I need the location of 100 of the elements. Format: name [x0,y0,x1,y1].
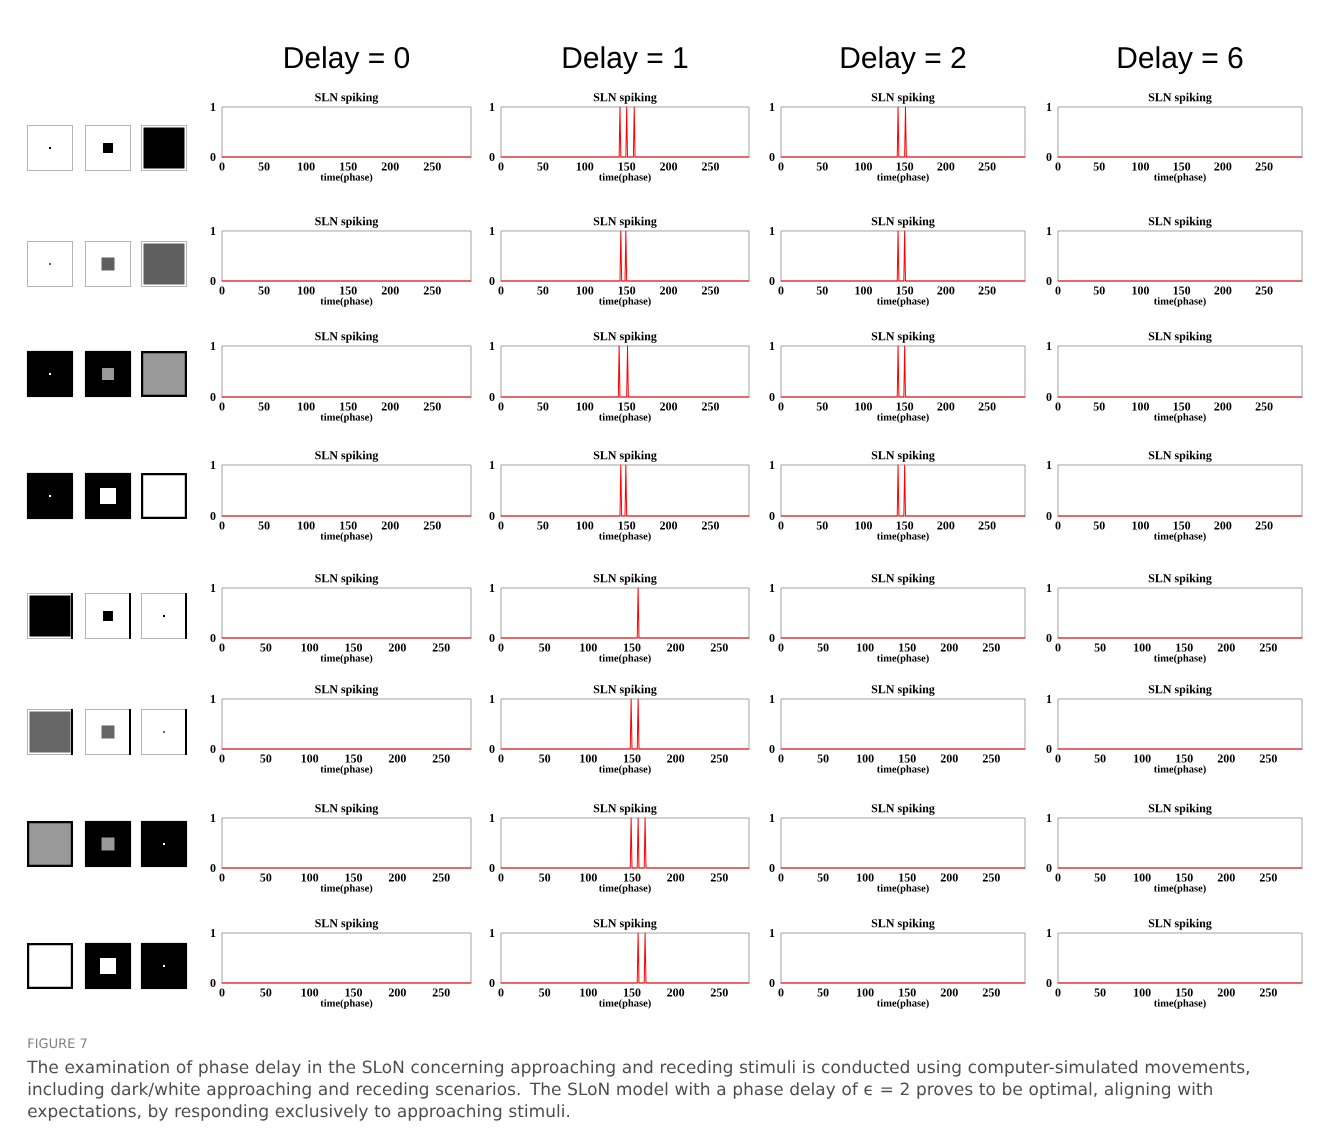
text: Delay = 0 [285,46,410,75]
chart-title: SLN spiking [593,216,657,228]
x-tick-label: 50 [260,643,272,652]
x-axis-title: time(phase) [598,999,651,1009]
x-tick-label: 50 [258,521,270,530]
y-tick-label: 1 [1046,227,1052,235]
x-tick-label: 250 [1255,521,1273,530]
x-tick-label: 150 [899,873,916,882]
x-tick-label: 0 [219,988,225,997]
x-axis-title: time(phase) [598,413,651,423]
x-tick-label: 50 [1093,162,1105,171]
x-tick-label: 250 [1259,873,1277,882]
x-tick-label: 250 [982,988,1000,997]
x-tick-label: 150 [340,521,357,530]
x-tick-label: 50 [537,521,549,530]
y-tick-label: 0 [489,511,495,521]
x-tick-label: 100 [1132,402,1149,411]
chart-title: SLN spiking [871,803,935,815]
x-tick-label: 100 [298,402,315,411]
x-tick-label: 150 [618,521,636,530]
chart-title: SLN spiking [315,216,379,228]
x-tick-label: 100 [580,988,597,997]
x-tick-label: 100 [857,873,874,882]
x-tick-label: 250 [978,162,996,171]
x-tick-label: 0 [498,402,504,411]
x-tick-label: 100 [1132,162,1149,171]
chart-title: SLN spiking [871,684,935,696]
y-tick-label: 0 [489,392,495,402]
x-tick-label: 50 [539,643,551,652]
x-tick-label: 50 [1093,521,1105,530]
x-axis-title: time(phase) [876,999,929,1009]
x-tick-label: 150 [618,402,636,411]
x-tick-label: 200 [381,286,399,295]
x-tick-label: 200 [1214,402,1232,411]
y-tick-label: 0 [769,744,775,754]
x-tick-label: 250 [1259,988,1277,997]
x-tick-label: 0 [1055,521,1061,530]
x-tick-label: 250 [982,873,1000,882]
x-axis-title: time(phase) [320,884,373,894]
x-tick-label: 200 [667,754,685,763]
x-tick-label: 0 [778,521,784,530]
x-tick-label: 0 [1055,286,1061,295]
x-tick-label: 250 [701,402,719,411]
x-tick-label: 150 [899,988,916,997]
x-axis-title: time(phase) [876,765,929,775]
x-tick-label: 250 [1255,402,1273,411]
x-tick-label: 200 [381,521,399,530]
x-tick-label: 50 [537,162,549,171]
x-axis-title: time(phase) [598,884,651,894]
x-tick-label: 100 [1134,988,1151,997]
x-tick-label: 200 [1217,754,1235,763]
x-tick-label: 150 [1173,286,1191,295]
text: The examination of phase delay in the SLoN concerning approaching and receding stimuli is conducted using computer-simulated movements, including dark/white approaching and receding scenarios. The SLoN model with a phase delay of ϵ = 2 proves to be optimal, aligning with expectations, by responding exclusively to approaching stimuli. [27,1060,1249,1121]
y-tick-label: 1 [210,584,216,592]
x-tick-label: 0 [1055,162,1061,171]
x-tick-label: 100 [1132,286,1149,295]
x-tick-label: 250 [423,521,441,530]
x-tick-label: 200 [940,754,958,763]
x-tick-label: 0 [219,643,225,652]
x-tick-label: 150 [345,873,363,882]
y-tick-label: 1 [1046,461,1052,469]
x-tick-label: 200 [1214,162,1232,171]
x-tick-label: 200 [388,873,406,882]
x-tick-label: 250 [978,286,996,295]
y-tick-label: 1 [769,227,775,235]
chart-title: SLN spiking [593,803,657,815]
x-tick-label: 150 [340,402,357,411]
x-tick-label: 250 [1259,754,1277,763]
x-tick-label: 100 [301,643,319,652]
y-tick-label: 0 [489,152,495,162]
x-tick-label: 250 [978,402,996,411]
x-tick-label: 0 [498,754,504,763]
x-tick-label: 200 [660,521,678,530]
x-tick-label: 0 [498,643,504,652]
y-tick-label: 1 [489,103,495,111]
x-axis-title: time(phase) [320,999,373,1009]
y-tick-label: 0 [210,511,216,521]
y-tick-label: 1 [210,103,216,111]
x-tick-label: 150 [345,643,363,652]
chart-title: SLN spiking [871,918,935,930]
x-tick-label: 100 [576,286,594,295]
x-tick-label: 0 [498,521,504,530]
x-tick-label: 0 [1055,754,1061,763]
y-tick-label: 1 [210,695,216,703]
x-tick-label: 0 [778,643,784,652]
chart-title: SLN spiking [1148,92,1212,104]
x-tick-label: 0 [498,988,504,997]
x-tick-label: 250 [1255,286,1273,295]
x-tick-label: 0 [1055,402,1061,411]
x-tick-label: 150 [623,873,641,882]
x-tick-label: 150 [896,402,914,411]
y-tick-label: 0 [1046,511,1052,521]
x-tick-label: 250 [710,754,728,763]
x-tick-label: 0 [219,754,225,763]
x-tick-label: 50 [539,754,551,763]
x-axis-title: time(phase) [320,173,373,183]
y-tick-label: 0 [1046,392,1052,402]
chart-title: SLN spiking [871,216,935,228]
y-tick-label: 0 [1046,744,1052,754]
x-tick-label: 50 [539,873,551,882]
